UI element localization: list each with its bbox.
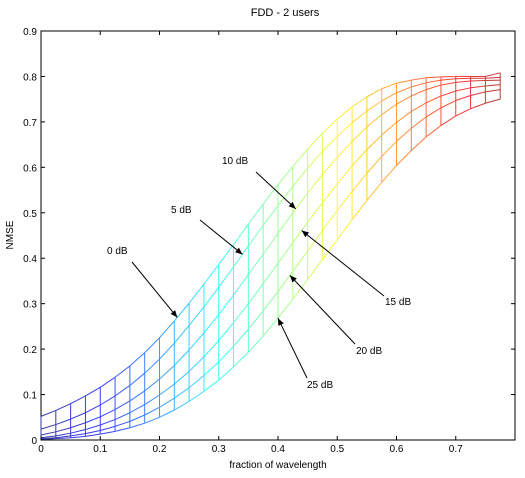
y-tick-label: 0.6 xyxy=(23,163,37,174)
y-tick-label: 0.3 xyxy=(23,300,37,311)
x-tick-label: 0.4 xyxy=(271,444,285,455)
x-tick-label: 0.6 xyxy=(390,444,404,455)
plot-area: 0 0.1 0.2 0.3 0.4 0.5 0.6 0.7 0 0.1 0.2 0.3 0.4 0.5 0.… xyxy=(23,27,515,455)
y-tick-label: 0 xyxy=(31,436,37,447)
annotation-label: 25 dB xyxy=(307,380,333,391)
annotation-label: 15 dB xyxy=(385,297,411,308)
x-tick-label: 0.1 xyxy=(93,444,107,455)
x-axis-label: fraction of wavelength xyxy=(229,460,326,471)
chart-title: FDD - 2 users xyxy=(251,7,320,19)
x-tick-label: 0.5 xyxy=(330,444,344,455)
x-tick-label: 0 xyxy=(38,444,44,455)
y-tick-label: 0.2 xyxy=(23,345,37,356)
y-axis-label: NMSE xyxy=(5,220,16,249)
y-tick-label: 0.5 xyxy=(23,209,37,220)
x-tick-label: 0.7 xyxy=(449,444,463,455)
annotation-label: 5 dB xyxy=(171,205,192,216)
y-tick-label: 0.4 xyxy=(23,254,37,265)
y-tick-label: 0.7 xyxy=(23,118,37,129)
y-tick-label: 0.1 xyxy=(23,391,37,402)
x-tick-label: 0.3 xyxy=(212,444,226,455)
annotation-label: 20 dB xyxy=(356,346,382,357)
y-tick-label: 0.8 xyxy=(23,72,37,83)
x-tick-label: 0.2 xyxy=(153,444,167,455)
annotation-label: 10 dB xyxy=(222,156,248,167)
annotation-label: 0 dB xyxy=(107,246,128,257)
y-tick-label: 0.9 xyxy=(23,27,37,38)
